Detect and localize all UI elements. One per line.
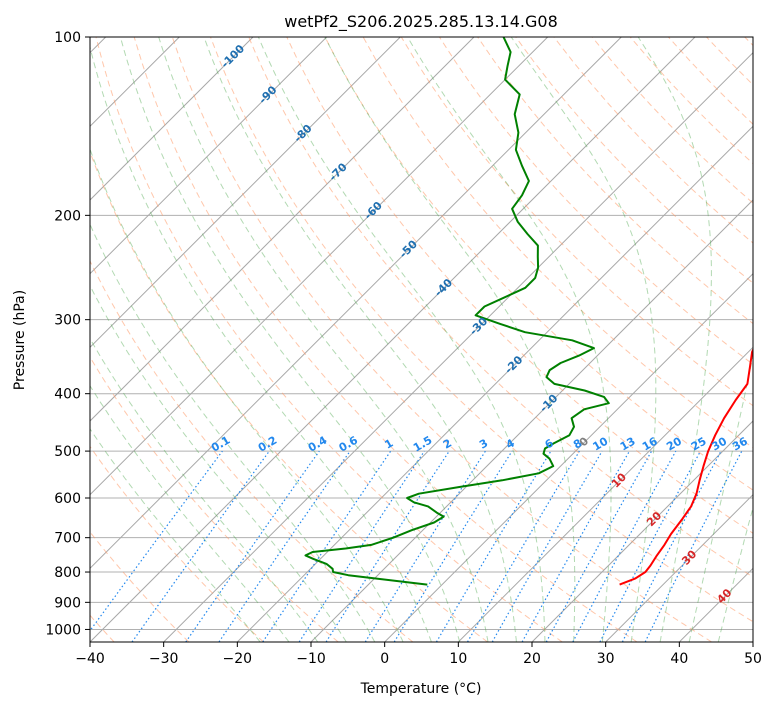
x-axis-ticks: −40 −30 −20 −10 0 10 20 30 40 50 xyxy=(75,642,762,667)
dry-adiabat-line xyxy=(745,37,775,642)
moist-adiabat-line xyxy=(59,37,403,642)
dry-adiabat-line xyxy=(0,37,338,642)
y-tick-label: 600 xyxy=(54,491,81,507)
mixing-ratio-line xyxy=(326,451,449,642)
moist-adiabat-line xyxy=(718,37,775,642)
dry-adiabat-line xyxy=(20,37,413,642)
dry-adiabat-line xyxy=(707,37,775,642)
isotherm-label: -70 xyxy=(327,160,350,183)
isotherm-line xyxy=(311,37,775,642)
isotherm-label: 10 xyxy=(609,470,629,490)
x-tick-label: −30 xyxy=(149,651,179,667)
y-tick-label: 900 xyxy=(54,595,81,611)
dry-adiabat-line xyxy=(0,37,264,642)
isotherm-label: -60 xyxy=(362,199,385,222)
dry-adiabat-line xyxy=(0,37,189,642)
mixing-ratio-line xyxy=(546,451,651,642)
mixing-ratio-line xyxy=(219,451,350,642)
moist-adiabat-line xyxy=(408,37,612,642)
moist-adiabat-line xyxy=(689,37,775,642)
y-tick-label: 200 xyxy=(54,208,81,224)
mixing-ratio-line xyxy=(365,451,485,642)
mixing-ratio-lines xyxy=(82,451,742,642)
y-axis-title: Pressure (hPa) xyxy=(12,290,28,390)
x-tick-label: 20 xyxy=(523,651,541,667)
y-tick-label: 1000 xyxy=(45,622,81,638)
y-axis-ticks: 1000 900 800 700 600 500 400 300 200 100 xyxy=(45,30,90,638)
moist-adiabat-line xyxy=(88,37,432,642)
y-tick-label: 800 xyxy=(54,565,81,581)
moist-adiabat-line xyxy=(638,37,711,642)
dry-adiabat-line xyxy=(58,37,488,642)
dry-adiabat-line xyxy=(668,37,775,642)
chart-title: wetPf2_S206.2025.285.13.14.G08 xyxy=(284,12,558,32)
profile-series xyxy=(306,37,775,585)
isotherm-label: -30 xyxy=(467,314,490,337)
moist-adiabat-line xyxy=(325,37,575,642)
x-tick-label: 10 xyxy=(449,651,467,667)
x-tick-label: −40 xyxy=(75,651,105,667)
temperature-profile-line xyxy=(620,37,775,585)
isotherm-line xyxy=(0,37,327,642)
isotherm-line xyxy=(0,37,400,642)
isotherm-label: -10 xyxy=(537,392,560,415)
isotherm-line xyxy=(753,37,775,642)
moist-adiabat-line xyxy=(0,37,260,642)
x-tick-label: −10 xyxy=(296,651,326,667)
isotherm-line xyxy=(90,37,695,642)
isotherm-line xyxy=(0,37,253,642)
x-tick-label: −20 xyxy=(223,651,253,667)
mixing-ratio-line xyxy=(263,451,391,642)
dry-adiabat-line xyxy=(592,37,775,642)
moist-adiabat-line xyxy=(11,37,347,642)
moist-adiabat-line xyxy=(0,37,318,642)
isotherm-label: -90 xyxy=(256,83,279,106)
y-tick-label: 100 xyxy=(54,30,81,46)
mixing-ratio-label: 3 xyxy=(477,437,490,452)
y-tick-label: 500 xyxy=(54,444,81,460)
x-axis-title: Temperature (°C) xyxy=(360,681,482,697)
x-tick-label: 30 xyxy=(597,651,615,667)
x-tick-label: 0 xyxy=(380,651,389,667)
mixing-ratio-line xyxy=(436,451,551,642)
mixing-ratio-label: 2 xyxy=(441,437,454,452)
isotherm-line xyxy=(0,37,474,642)
x-tick-label: 40 xyxy=(670,651,688,667)
dry-adiabat-line xyxy=(134,37,637,642)
mixing-ratio-label: 4 xyxy=(504,436,517,451)
mixing-ratio-line xyxy=(82,451,223,642)
y-tick-label: 400 xyxy=(54,387,81,403)
dry-adiabat-line xyxy=(516,37,775,642)
dewpoint-profile-line xyxy=(306,37,609,585)
isotherm-line xyxy=(458,37,775,642)
isotherm-line xyxy=(385,37,775,642)
moist-adiabat-line xyxy=(511,37,656,642)
x-tick-label: 50 xyxy=(744,651,762,667)
y-tick-label: 700 xyxy=(54,531,81,547)
y-tick-label: 300 xyxy=(54,313,81,329)
